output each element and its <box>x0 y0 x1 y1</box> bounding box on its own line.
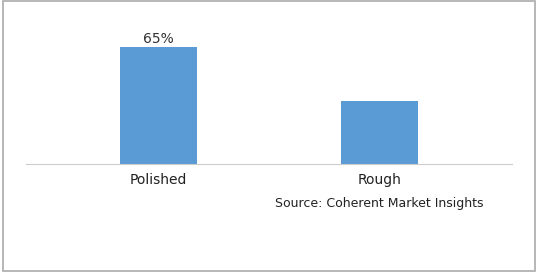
Bar <box>341 101 418 164</box>
Text: 65%: 65% <box>143 32 174 46</box>
Text: Source: Coherent Market Insights: Source: Coherent Market Insights <box>275 197 484 210</box>
Bar <box>120 47 197 164</box>
